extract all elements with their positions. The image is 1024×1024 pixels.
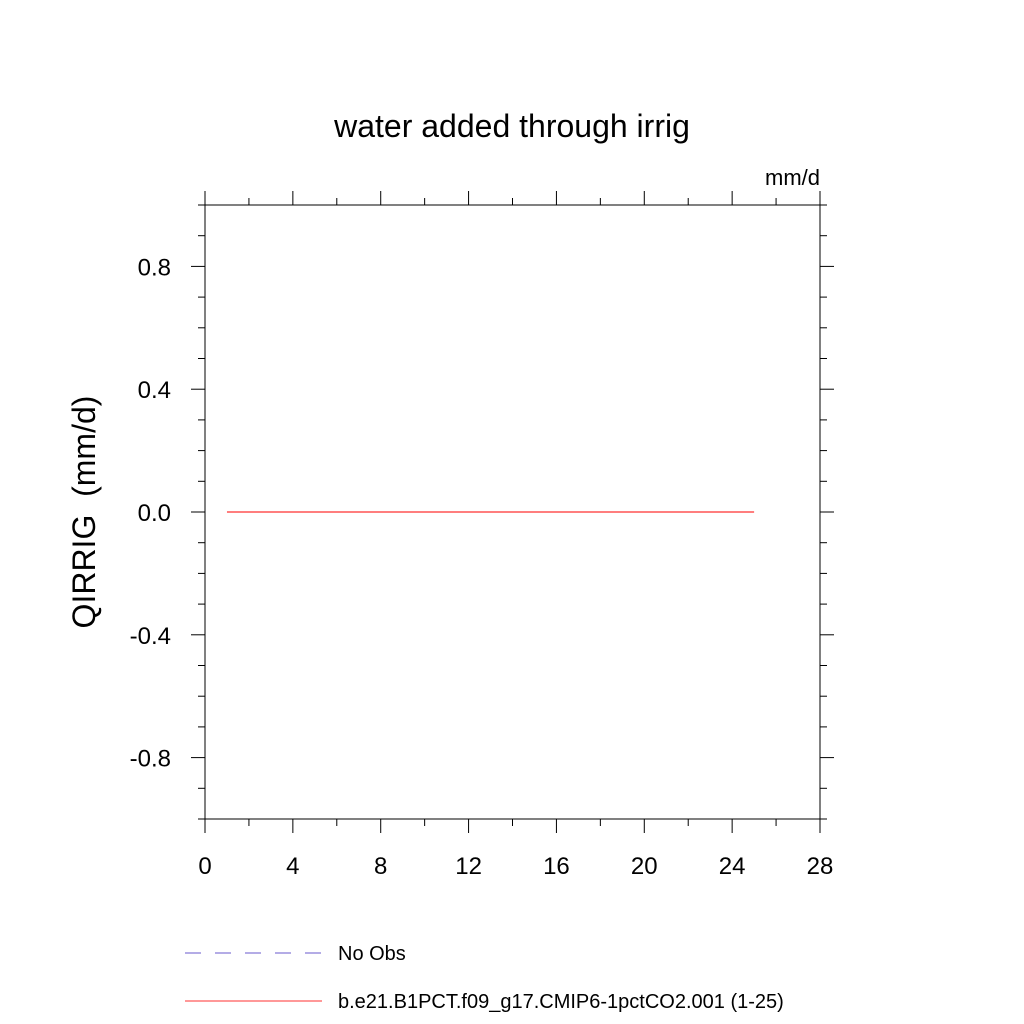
legend-label-no-obs: No Obs	[338, 943, 406, 965]
y-tick-label: -0.8	[130, 746, 171, 773]
x-tick-label: 20	[631, 853, 658, 880]
legend-label-model-run: b.e21.B1PCT.f09_g17.CMIP6-1pctCO2.001 (1…	[338, 991, 784, 1013]
y-tick-label: 0.8	[138, 254, 171, 281]
y-tick-label: 0.4	[138, 377, 171, 404]
units-label: mm/d	[765, 165, 820, 190]
x-tick-label: 12	[455, 853, 482, 880]
x-tick-labels: 0 4 8 12 16 20 24 28	[198, 853, 833, 880]
axis-ticks	[191, 191, 834, 833]
legend: No Obs b.e21.B1PCT.f09_g17.CMIP6-1pctCO2…	[185, 943, 784, 1013]
y-tick-label: 0.0	[138, 500, 171, 527]
x-tick-label: 8	[374, 853, 387, 880]
x-tick-label: 28	[807, 853, 834, 880]
y-tick-label: -0.4	[130, 623, 171, 650]
y-axis-label: QIRRIG (mm/d)	[66, 396, 102, 629]
x-tick-label: 4	[286, 853, 299, 880]
y-tick-labels: -0.8 -0.4 0.0 0.4 0.8	[130, 254, 171, 772]
x-tick-label: 24	[719, 853, 746, 880]
chart-title: water added through irrig	[333, 108, 690, 144]
x-tick-label: 16	[543, 853, 570, 880]
x-tick-label: 0	[198, 853, 211, 880]
